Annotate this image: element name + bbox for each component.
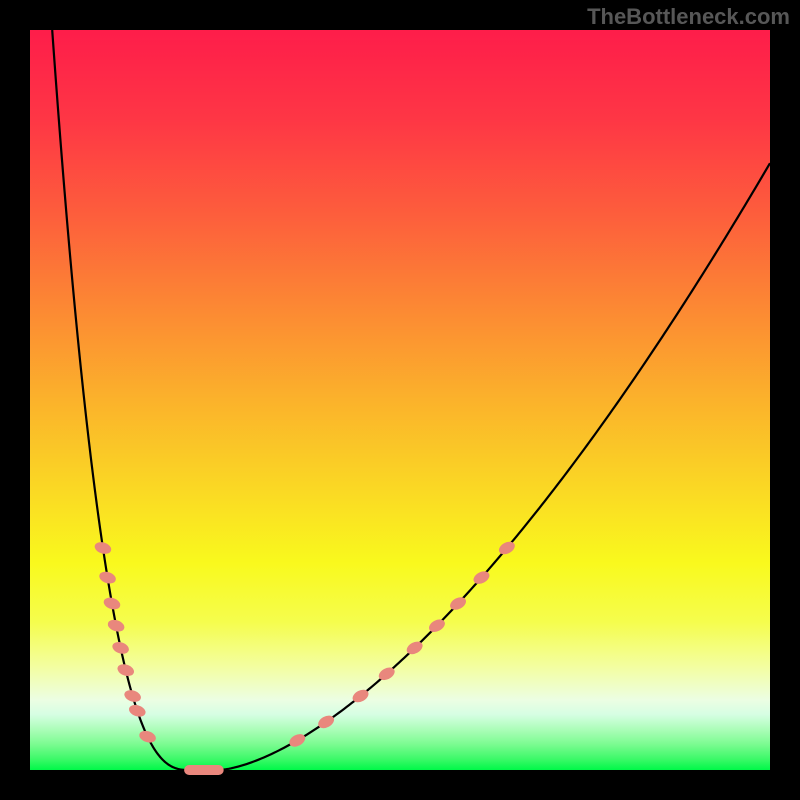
chart-svg (0, 0, 800, 800)
chart-root: TheBottleneck.com (0, 0, 800, 800)
plot-area (30, 30, 770, 770)
watermark-text: TheBottleneck.com (587, 4, 790, 30)
